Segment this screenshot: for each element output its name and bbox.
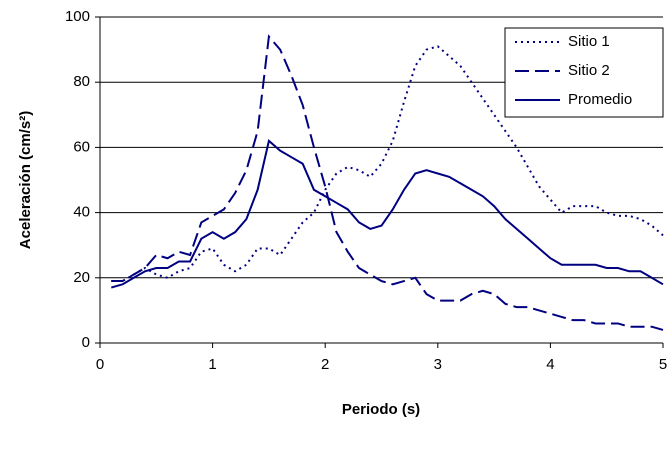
- y-tick-label: 20: [73, 269, 90, 286]
- x-tick-label: 0: [96, 356, 104, 373]
- y-tick-label: 100: [65, 8, 90, 25]
- x-tick-label: 5: [659, 356, 667, 373]
- x-tick-label: 3: [434, 356, 442, 373]
- series-line: [111, 34, 664, 331]
- series-line: [110, 139, 664, 289]
- y-tick-label: 40: [73, 204, 90, 221]
- legend-label: Sitio 1: [568, 33, 610, 50]
- x-tick-label: 4: [546, 356, 554, 373]
- y-tick-label: 80: [73, 73, 90, 90]
- x-axis-title: Periodo (s): [342, 401, 420, 418]
- x-tick-label: 1: [208, 356, 216, 373]
- series-line: [111, 45, 664, 283]
- legend-box: [504, 27, 664, 118]
- y-tick-label: 0: [82, 334, 90, 351]
- y-tick-label: 60: [73, 138, 90, 155]
- legend-label: Promedio: [568, 91, 632, 108]
- x-tick-label: 2: [321, 356, 329, 373]
- y-axis-title: Aceleración (cm/s²): [17, 111, 34, 249]
- legend-label: Sitio 2: [568, 62, 610, 79]
